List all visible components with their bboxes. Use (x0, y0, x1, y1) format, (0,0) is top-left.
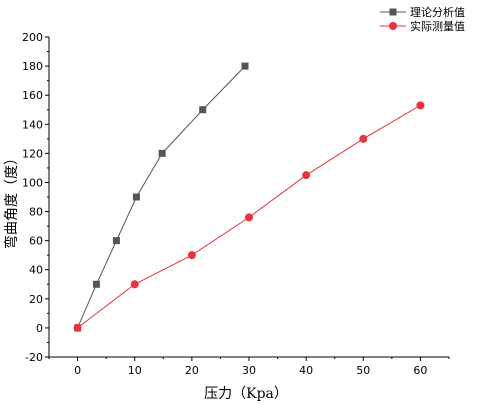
series-layer (73, 62, 425, 332)
y-tick-label: 0 (36, 322, 43, 335)
y-tick-label: 120 (22, 147, 43, 160)
data-point (302, 171, 311, 180)
y-axis-label: 弯曲角度（度） (3, 151, 20, 249)
data-point (187, 251, 196, 260)
legend-marker (389, 22, 397, 30)
legend-marker (389, 8, 397, 16)
y-tick-label: 140 (22, 118, 43, 131)
y-tick-label: 200 (22, 31, 43, 44)
x-tick-label: 30 (242, 364, 256, 377)
y-tick-label: 60 (29, 235, 43, 248)
x-tick-label: 10 (128, 364, 142, 377)
x-tick-label: 50 (356, 364, 370, 377)
series-2 (73, 101, 425, 332)
series-1 (74, 62, 249, 332)
legend-label: 实际测量值 (410, 19, 465, 33)
legend-label: 理论分析值 (410, 5, 465, 19)
legend-item: 实际测量值 (380, 19, 465, 33)
axes: 0 10 20 30 40 50 60 -20 0 20 40 60 80 100 120 140 160 180… (22, 31, 450, 377)
x-tick-label: 40 (299, 364, 313, 377)
data-point (199, 106, 207, 114)
y-tick-label: 160 (22, 89, 43, 102)
y-tick-label: -20 (25, 351, 43, 364)
data-point (130, 280, 139, 289)
data-point (73, 323, 82, 332)
data-point (359, 134, 368, 143)
y-tick-label: 20 (29, 293, 43, 306)
data-point (92, 280, 100, 288)
x-tick-label: 0 (74, 364, 81, 377)
y-tick-label: 100 (22, 176, 43, 189)
x-tick-label: 60 (413, 364, 427, 377)
series-line (77, 65, 246, 329)
data-point (245, 213, 253, 222)
data-point (112, 237, 120, 245)
y-tick-label: 180 (22, 60, 43, 73)
y-tick-label: 40 (29, 264, 43, 277)
x-axis-label: 压力（Kpa） (204, 386, 288, 402)
x-tick-label: 20 (185, 364, 199, 377)
data-point (241, 62, 249, 70)
data-point (416, 101, 425, 110)
data-point (132, 193, 140, 201)
data-point (158, 149, 166, 157)
y-tick-label: 80 (29, 206, 43, 219)
legend-item: 理论分析值 (380, 5, 465, 19)
